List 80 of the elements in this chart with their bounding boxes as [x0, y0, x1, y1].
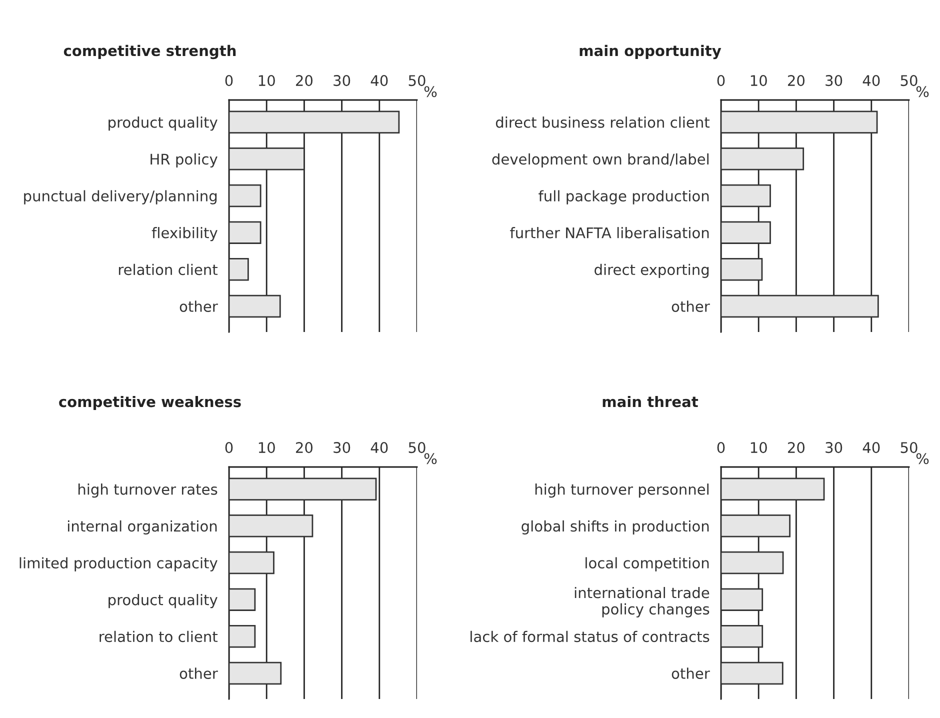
x-tick-label: 0: [225, 75, 233, 86]
y-tick-label: relation client: [118, 264, 218, 276]
bar: [229, 478, 377, 500]
y-tick-label: direct business relation client: [496, 116, 710, 128]
x-tick-label: 40: [370, 75, 388, 86]
x-tick-label: 20: [296, 442, 313, 454]
y-tick-label: lack of formal status of contracts: [470, 630, 710, 642]
x-tick-label: 0: [225, 442, 233, 454]
x-axis-title: %: [916, 453, 929, 464]
bar: [229, 588, 256, 611]
x-tick-label: 30: [826, 75, 842, 86]
y-tick-label: relation to client: [100, 630, 218, 642]
chart-title: main threat: [602, 396, 698, 408]
x-tick-label: 40: [862, 442, 880, 454]
y-tick-label: product quality: [108, 116, 218, 131]
bar: [229, 221, 262, 244]
y-tick-label: further NAFTA liberalisation: [510, 227, 709, 238]
bar: [721, 184, 771, 208]
bar: [229, 662, 282, 685]
chart-title: competitive weakness: [59, 396, 241, 410]
y-tick-label: international trade policy changes: [574, 586, 710, 618]
y-tick-label: other: [672, 300, 710, 312]
chart-title: main opportunity: [580, 44, 722, 60]
bar: [721, 148, 804, 170]
x-tick-label: 10: [258, 75, 275, 86]
y-tick-label: development own brand/label: [492, 153, 709, 168]
bar: [721, 662, 784, 685]
x-tick-label: 40: [370, 442, 388, 454]
y-tick-label: global shifts in production: [522, 520, 709, 534]
y-tick-label: HR policy: [150, 153, 218, 168]
y-tick-label: other: [672, 668, 710, 679]
bar: [721, 478, 825, 500]
x-tick-label: 30: [334, 442, 350, 454]
y-tick-label: high turnover rates: [78, 484, 218, 498]
x-tick-label: 0: [717, 75, 725, 86]
bar: [229, 294, 281, 318]
y-tick-label: other: [180, 300, 218, 312]
bar: [229, 551, 274, 574]
bar: [229, 148, 305, 170]
chart-title: competitive strength: [64, 44, 236, 60]
x-tick-label: 30: [826, 442, 842, 454]
x-axis-title: %: [424, 453, 437, 464]
bar: [721, 221, 771, 244]
bar: [229, 625, 256, 648]
bar: [721, 294, 879, 318]
y-tick-label: internal organization: [68, 520, 217, 534]
x-tick-label: 50: [408, 442, 426, 454]
bar: [721, 551, 784, 574]
y-tick-label: punctual delivery/planning: [24, 190, 217, 204]
x-tick-label: 10: [750, 75, 767, 86]
x-tick-label: 20: [296, 75, 313, 86]
x-tick-label: 50: [408, 75, 426, 86]
x-tick-label: 20: [788, 75, 805, 86]
x-axis-title: %: [424, 86, 437, 98]
x-tick-label: 20: [788, 442, 805, 454]
y-tick-label: direct exporting: [594, 264, 709, 278]
bar: [721, 514, 791, 538]
y-tick-label: other: [180, 668, 218, 679]
bar: [229, 258, 249, 281]
bar: [721, 625, 764, 648]
x-tick-label: 50: [900, 75, 918, 86]
x-tick-label: 50: [900, 442, 918, 454]
bar: [721, 588, 764, 611]
bar: [721, 110, 878, 134]
x-tick-label: 30: [334, 75, 350, 86]
y-tick-label: limited production capacity: [20, 557, 218, 572]
x-tick-label: 10: [258, 442, 275, 454]
x-tick-label: 10: [750, 442, 767, 454]
x-tick-label: 40: [862, 75, 880, 86]
x-tick-label: 0: [717, 442, 725, 454]
x-axis-title: %: [916, 86, 929, 98]
y-tick-label: high turnover personnel: [535, 484, 709, 498]
y-tick-label: local competition: [586, 557, 709, 572]
bar: [229, 110, 400, 134]
bar: [229, 514, 314, 538]
y-tick-label: product quality: [108, 594, 218, 608]
bar: [229, 184, 262, 208]
y-tick-label: flexibility: [152, 227, 218, 242]
bar: [721, 258, 763, 281]
y-tick-label: full package production: [538, 190, 709, 204]
